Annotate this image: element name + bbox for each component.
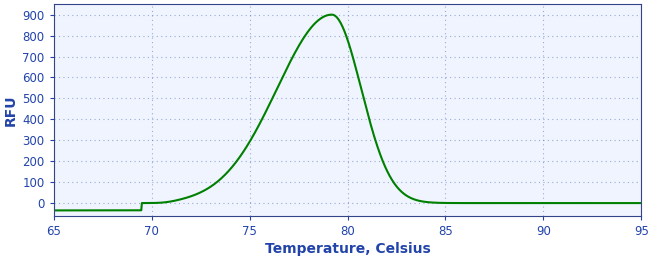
X-axis label: Temperature, Celsius: Temperature, Celsius	[264, 242, 430, 256]
Y-axis label: RFU: RFU	[4, 94, 18, 126]
